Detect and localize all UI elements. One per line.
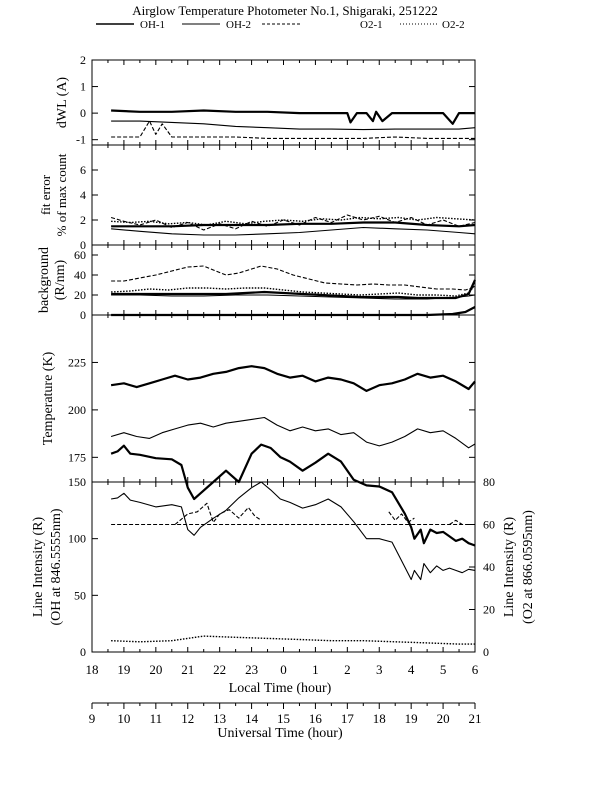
y-tick-label-dwl: 1 [80, 80, 86, 94]
x-tick-label-local: 5 [440, 662, 447, 677]
x-tick-label-local: 21 [181, 662, 194, 677]
x-axis-label-ut: Universal Time (hour) [217, 726, 343, 741]
y-axis-label-dwl: dWL (A) [55, 77, 70, 129]
x-tick-label-local: 1 [312, 662, 319, 677]
legend: OH-1 OH-2 O2-1 O2-2 [96, 19, 465, 31]
x-tick-label-local: 2 [344, 662, 351, 677]
x-tick-label-local: 23 [245, 662, 258, 677]
series-int-o2-1c [449, 519, 463, 525]
x-tick-label-ut: 21 [469, 711, 482, 726]
x-tick-label-local: 0 [280, 662, 287, 677]
x-tick-label-ut: 11 [150, 711, 163, 726]
y-tick-label-bg: 0 [80, 308, 86, 322]
series-int-o2-1b [388, 511, 415, 523]
legend-label-oh2: OH-2 [226, 19, 251, 31]
y-axis-label-fit: fit error [38, 174, 53, 215]
x-tick-label-ut: 10 [117, 711, 130, 726]
x-tick-label-ut: 15 [277, 711, 290, 726]
series-dwl-oh-2 [111, 120, 476, 131]
y-tick-label-temp: 175 [68, 450, 86, 464]
x-tick-label-ut: 12 [181, 711, 194, 726]
series-lines [110, 109, 477, 645]
series-bg-oh-2 [111, 294, 476, 300]
x-tick-label-ut: 19 [405, 711, 418, 726]
x-tick-label-ut: 17 [341, 711, 355, 726]
y-tick-label-int: 50 [74, 588, 86, 602]
x-tick-label-local: 18 [86, 662, 99, 677]
series-fit-o2-2 [111, 216, 476, 226]
y-axis-label-int: Line Intensity (R) [31, 517, 46, 618]
y-tick-label-right-int: 80 [483, 475, 495, 489]
legend-label-o2-2: O2-2 [442, 19, 465, 31]
y-tick-label-dwl: 2 [80, 53, 86, 67]
x-tick-label-local: 20 [149, 662, 162, 677]
y-tick-label-bg: 40 [74, 268, 86, 282]
x-tick-label-local: 22 [213, 662, 226, 677]
y-tick-label-dwl: 0 [80, 106, 86, 120]
y-axis-label-right-int: Line Intensity (R) [502, 517, 517, 618]
legend-label-oh1: OH-1 [140, 19, 165, 31]
x-tick-label-ut: 20 [437, 711, 450, 726]
y-tick-label-fit: 6 [80, 163, 86, 177]
y-tick-label-int: 100 [68, 532, 86, 546]
series-temp-oh-2 [110, 416, 476, 449]
series-dwl-o2-1 [111, 120, 475, 139]
x-tick-label-ut: 13 [213, 711, 226, 726]
x-tick-label-ut: 18 [373, 711, 386, 726]
x-axis-label-local: Local Time (hour) [229, 681, 332, 696]
series-bg-oh-1 [111, 279, 477, 300]
x-tick-label-ut: 14 [245, 711, 259, 726]
series-dwl-oh-1 [111, 109, 475, 125]
series-fit-o2-1 [110, 214, 476, 231]
y-tick-label-right-int: 0 [483, 645, 489, 659]
series-int-oh-1 [110, 443, 476, 547]
x-tick-label-local: 4 [408, 662, 415, 677]
series-bg-baseline [111, 306, 476, 317]
y-axis-label-temp: Temperature (K) [41, 351, 56, 445]
y-axis-label-bg: (R/nm) [53, 259, 68, 300]
y-tick-label-temp: 200 [68, 403, 86, 417]
panel-frame-int [91, 481, 476, 653]
x-tick-label-local: 3 [376, 662, 383, 677]
series-temp-oh-1 [110, 365, 476, 392]
series-bg-o2-1 [111, 265, 476, 291]
x-tick-label-ut: 9 [89, 711, 96, 726]
y-tick-label-fit: 0 [80, 238, 86, 252]
series-fit-oh-2 [111, 226, 476, 236]
legend-label-o2-1: O2-1 [360, 19, 383, 31]
series-int-oh-2 [111, 481, 476, 581]
series-int-o2-2 [111, 635, 475, 645]
y-axis-label-right-int: (O2 at 866.0595nm) [521, 510, 536, 624]
series-int-o2-1 [174, 502, 262, 525]
x-tick-label-ut: 16 [309, 711, 323, 726]
series-bg-o2-2 [111, 284, 476, 297]
y-axis-label-bg: background [37, 247, 52, 313]
x-tick-label-local: 6 [472, 662, 479, 677]
panel-frame-bg [91, 244, 476, 316]
y-axis-label-fit: % of max count [54, 153, 69, 236]
y-tick-label-fit: 2 [80, 213, 86, 227]
panel-frame-dwl [91, 59, 476, 146]
y-tick-label-int: 0 [80, 645, 86, 659]
y-tick-label-right-int: 60 [483, 518, 495, 532]
y-tick-label-bg: 20 [74, 288, 86, 302]
chart-title: Airglow Temperature Photometer No.1, Shi… [132, 3, 438, 18]
y-tick-label-fit: 4 [80, 188, 86, 202]
y-tick-label-right-int: 20 [483, 603, 495, 617]
y-tick-label-bg: 60 [74, 248, 86, 262]
y-tick-label-temp: 225 [68, 355, 86, 369]
y-tick-label-right-int: 40 [483, 560, 495, 574]
y-axis-label-int: (OH at 846.5555nm) [49, 508, 64, 625]
x-tick-label-local: 19 [117, 662, 130, 677]
y-tick-label-int: 150 [68, 475, 86, 489]
y-tick-label-dwl: -1 [76, 133, 86, 147]
